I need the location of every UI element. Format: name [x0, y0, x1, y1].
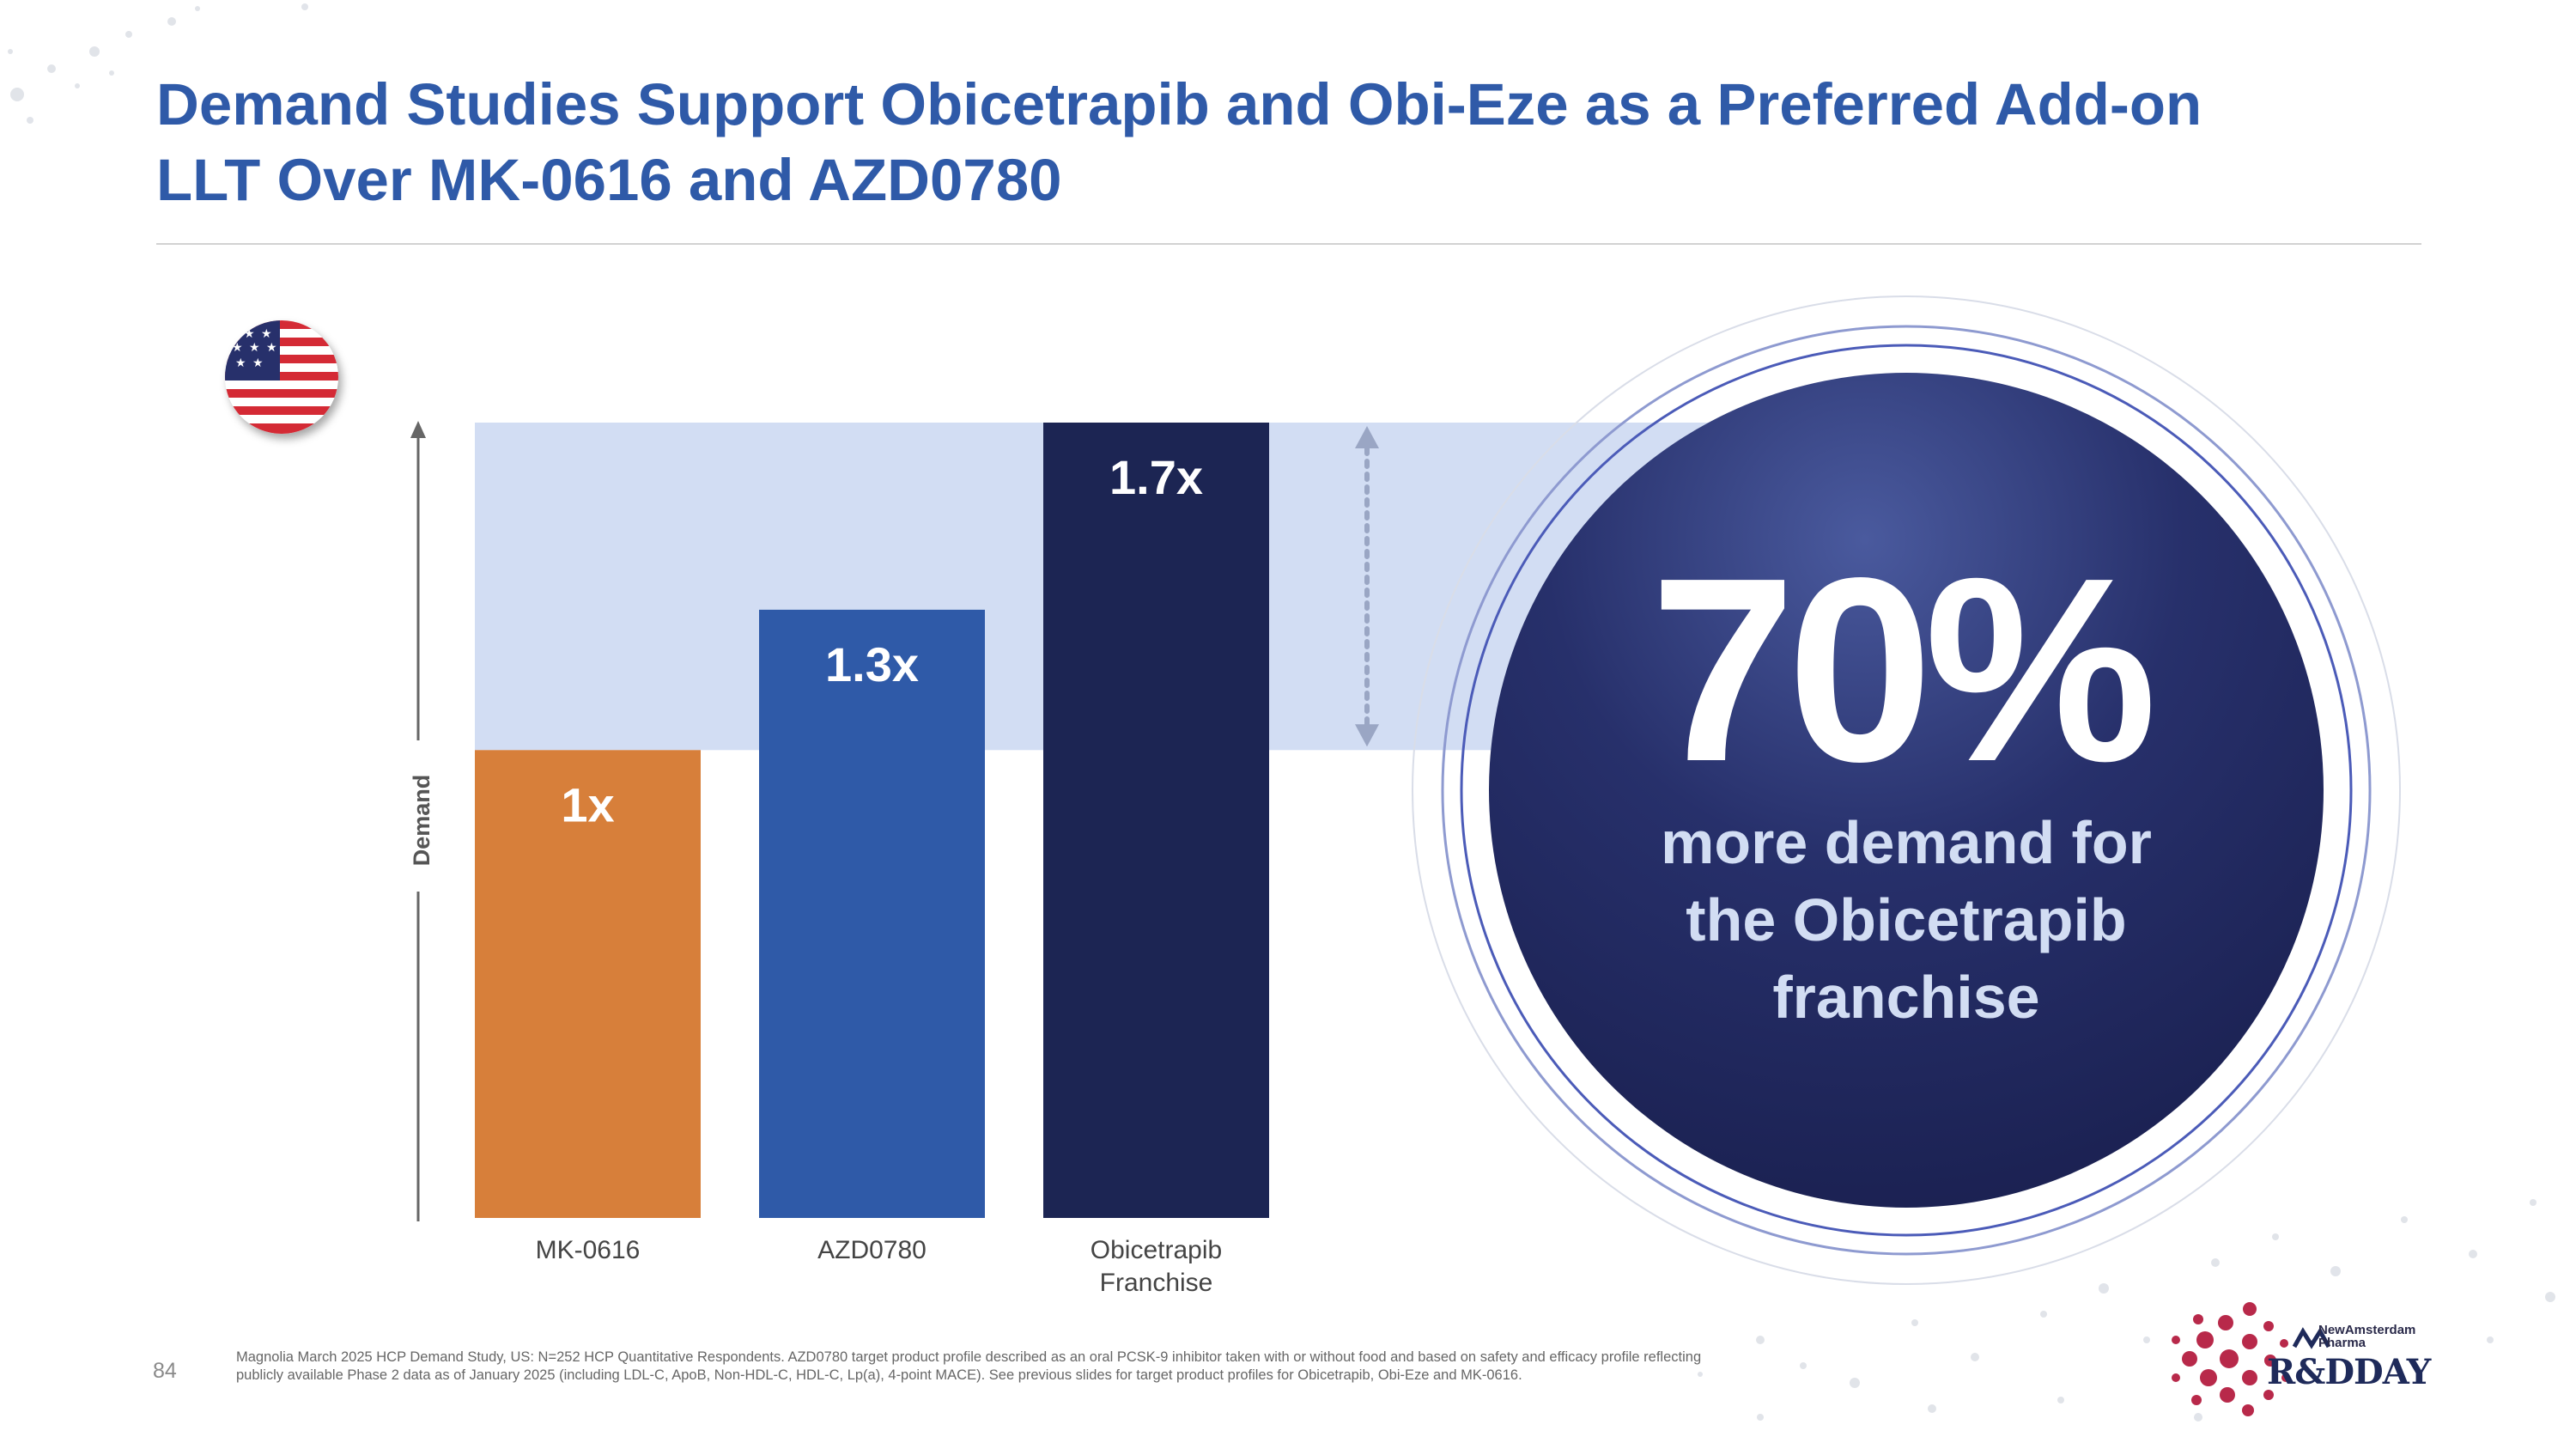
bar-1: [475, 750, 701, 1218]
callout-text-line-2: the Obicetrapib: [1686, 886, 2126, 953]
svg-text:★: ★: [266, 341, 277, 355]
footnote: Magnolia March 2025 HCP Demand Study, US…: [236, 1349, 1953, 1385]
bar-value-label-3: 1.7x: [1109, 450, 1203, 504]
brand-line-2: Pharma: [2318, 1336, 2366, 1350]
svg-text:★: ★: [252, 356, 264, 370]
y-axis: [410, 421, 426, 1221]
company-brand-name: NewAmsterdam Pharma: [2318, 1324, 2415, 1349]
company-logo-mark: [2172, 1302, 2331, 1416]
slide-title-line-2: LLT Over MK-0616 and AZD0780: [156, 147, 1062, 213]
slide-title: Demand Studies Support Obicetrapib and O…: [156, 67, 2475, 218]
svg-text:★: ★: [261, 327, 272, 341]
category-label-1: MK-0616: [536, 1236, 641, 1264]
svg-text:★: ★: [232, 341, 243, 355]
brand-line-1: NewAmsterdam: [2318, 1323, 2416, 1337]
callout-circle: [1412, 295, 2401, 1285]
callout-percent: 70%: [1650, 523, 2154, 816]
event-name: R&DDAY: [2267, 1352, 2431, 1392]
svg-text:★: ★: [235, 356, 246, 370]
category-label-3-line-2: Franchise: [1100, 1269, 1213, 1297]
footnote-line-2: publicly available Phase 2 data as of Ja…: [236, 1367, 1522, 1383]
svg-text:★: ★: [249, 341, 260, 355]
title-divider: [156, 243, 2421, 245]
bar-3: [1043, 423, 1269, 1218]
y-axis-label: Demand: [409, 775, 434, 867]
callout-text-line-1: more demand for: [1661, 809, 2152, 876]
category-label-3-line-1: Obicetrapib: [1091, 1236, 1222, 1264]
gap-arrow: [1355, 426, 1379, 747]
callout-text-line-3: franchise: [1772, 964, 2039, 1031]
category-label-2: AZD0780: [817, 1236, 927, 1264]
bar-value-label-1: 1x: [561, 777, 614, 831]
bar-2: [759, 609, 985, 1218]
page-number: 84: [153, 1359, 177, 1383]
bar-value-label-2: 1.3x: [825, 637, 919, 691]
slide-title-line-1: Demand Studies Support Obicetrapib and O…: [156, 71, 2202, 137]
us-flag-icon: ★ ★ ★ ★ ★ ★ ★: [225, 320, 338, 434]
footnote-line-1: Magnolia March 2025 HCP Demand Study, US…: [236, 1349, 1702, 1365]
